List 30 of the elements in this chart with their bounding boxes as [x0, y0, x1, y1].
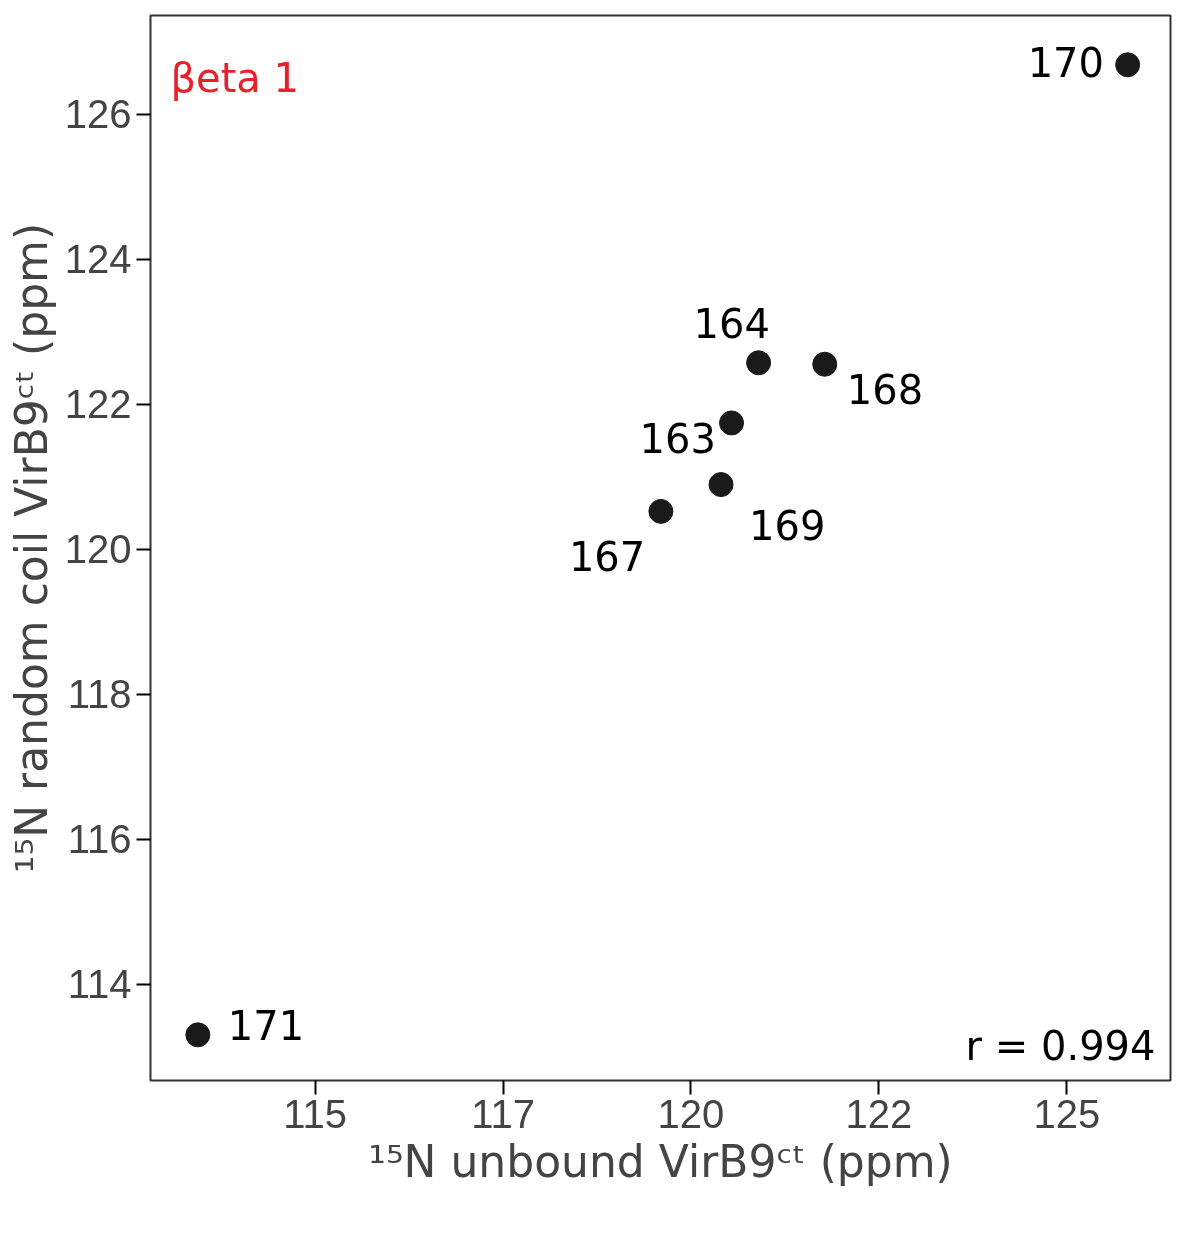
point — [746, 350, 772, 376]
x-tick-label: 117 — [471, 1091, 535, 1136]
annotation: βeta 1 — [170, 54, 299, 101]
y-axis-title: ¹⁵N random coil VirB9ᶜᵗ (ppm) — [5, 222, 57, 874]
point — [185, 1022, 211, 1048]
x-tick-label: 125 — [1033, 1091, 1101, 1136]
y-tick-label: 114 — [67, 962, 132, 1007]
x-tick-label: 122 — [845, 1091, 913, 1136]
annotation: r = 0.994 — [965, 1022, 1156, 1069]
x-axis-title: ¹⁵N unbound VirB9ᶜᵗ (ppm) — [368, 1135, 953, 1187]
annotation: 163 — [639, 415, 716, 462]
y-tick-label: 122 — [64, 382, 132, 427]
point — [719, 410, 745, 436]
annotation: 167 — [568, 534, 646, 581]
point — [1115, 52, 1141, 78]
annotation: 164 — [693, 300, 770, 347]
x-tick-label: 115 — [283, 1091, 348, 1136]
point — [648, 498, 674, 524]
x-tick-label: 120 — [657, 1091, 725, 1136]
annotation: 168 — [846, 367, 924, 414]
point — [708, 472, 734, 498]
y-tick-label: 118 — [67, 672, 132, 717]
annotation: 171 — [227, 1002, 305, 1049]
y-tick-label: 126 — [64, 92, 132, 137]
point — [812, 351, 838, 377]
y-tick-label: 124 — [64, 237, 132, 282]
annotation: 170 — [1027, 39, 1105, 86]
y-tick-label: 120 — [64, 527, 132, 572]
y-tick-label: 116 — [67, 817, 132, 862]
annotation: 169 — [749, 502, 826, 549]
